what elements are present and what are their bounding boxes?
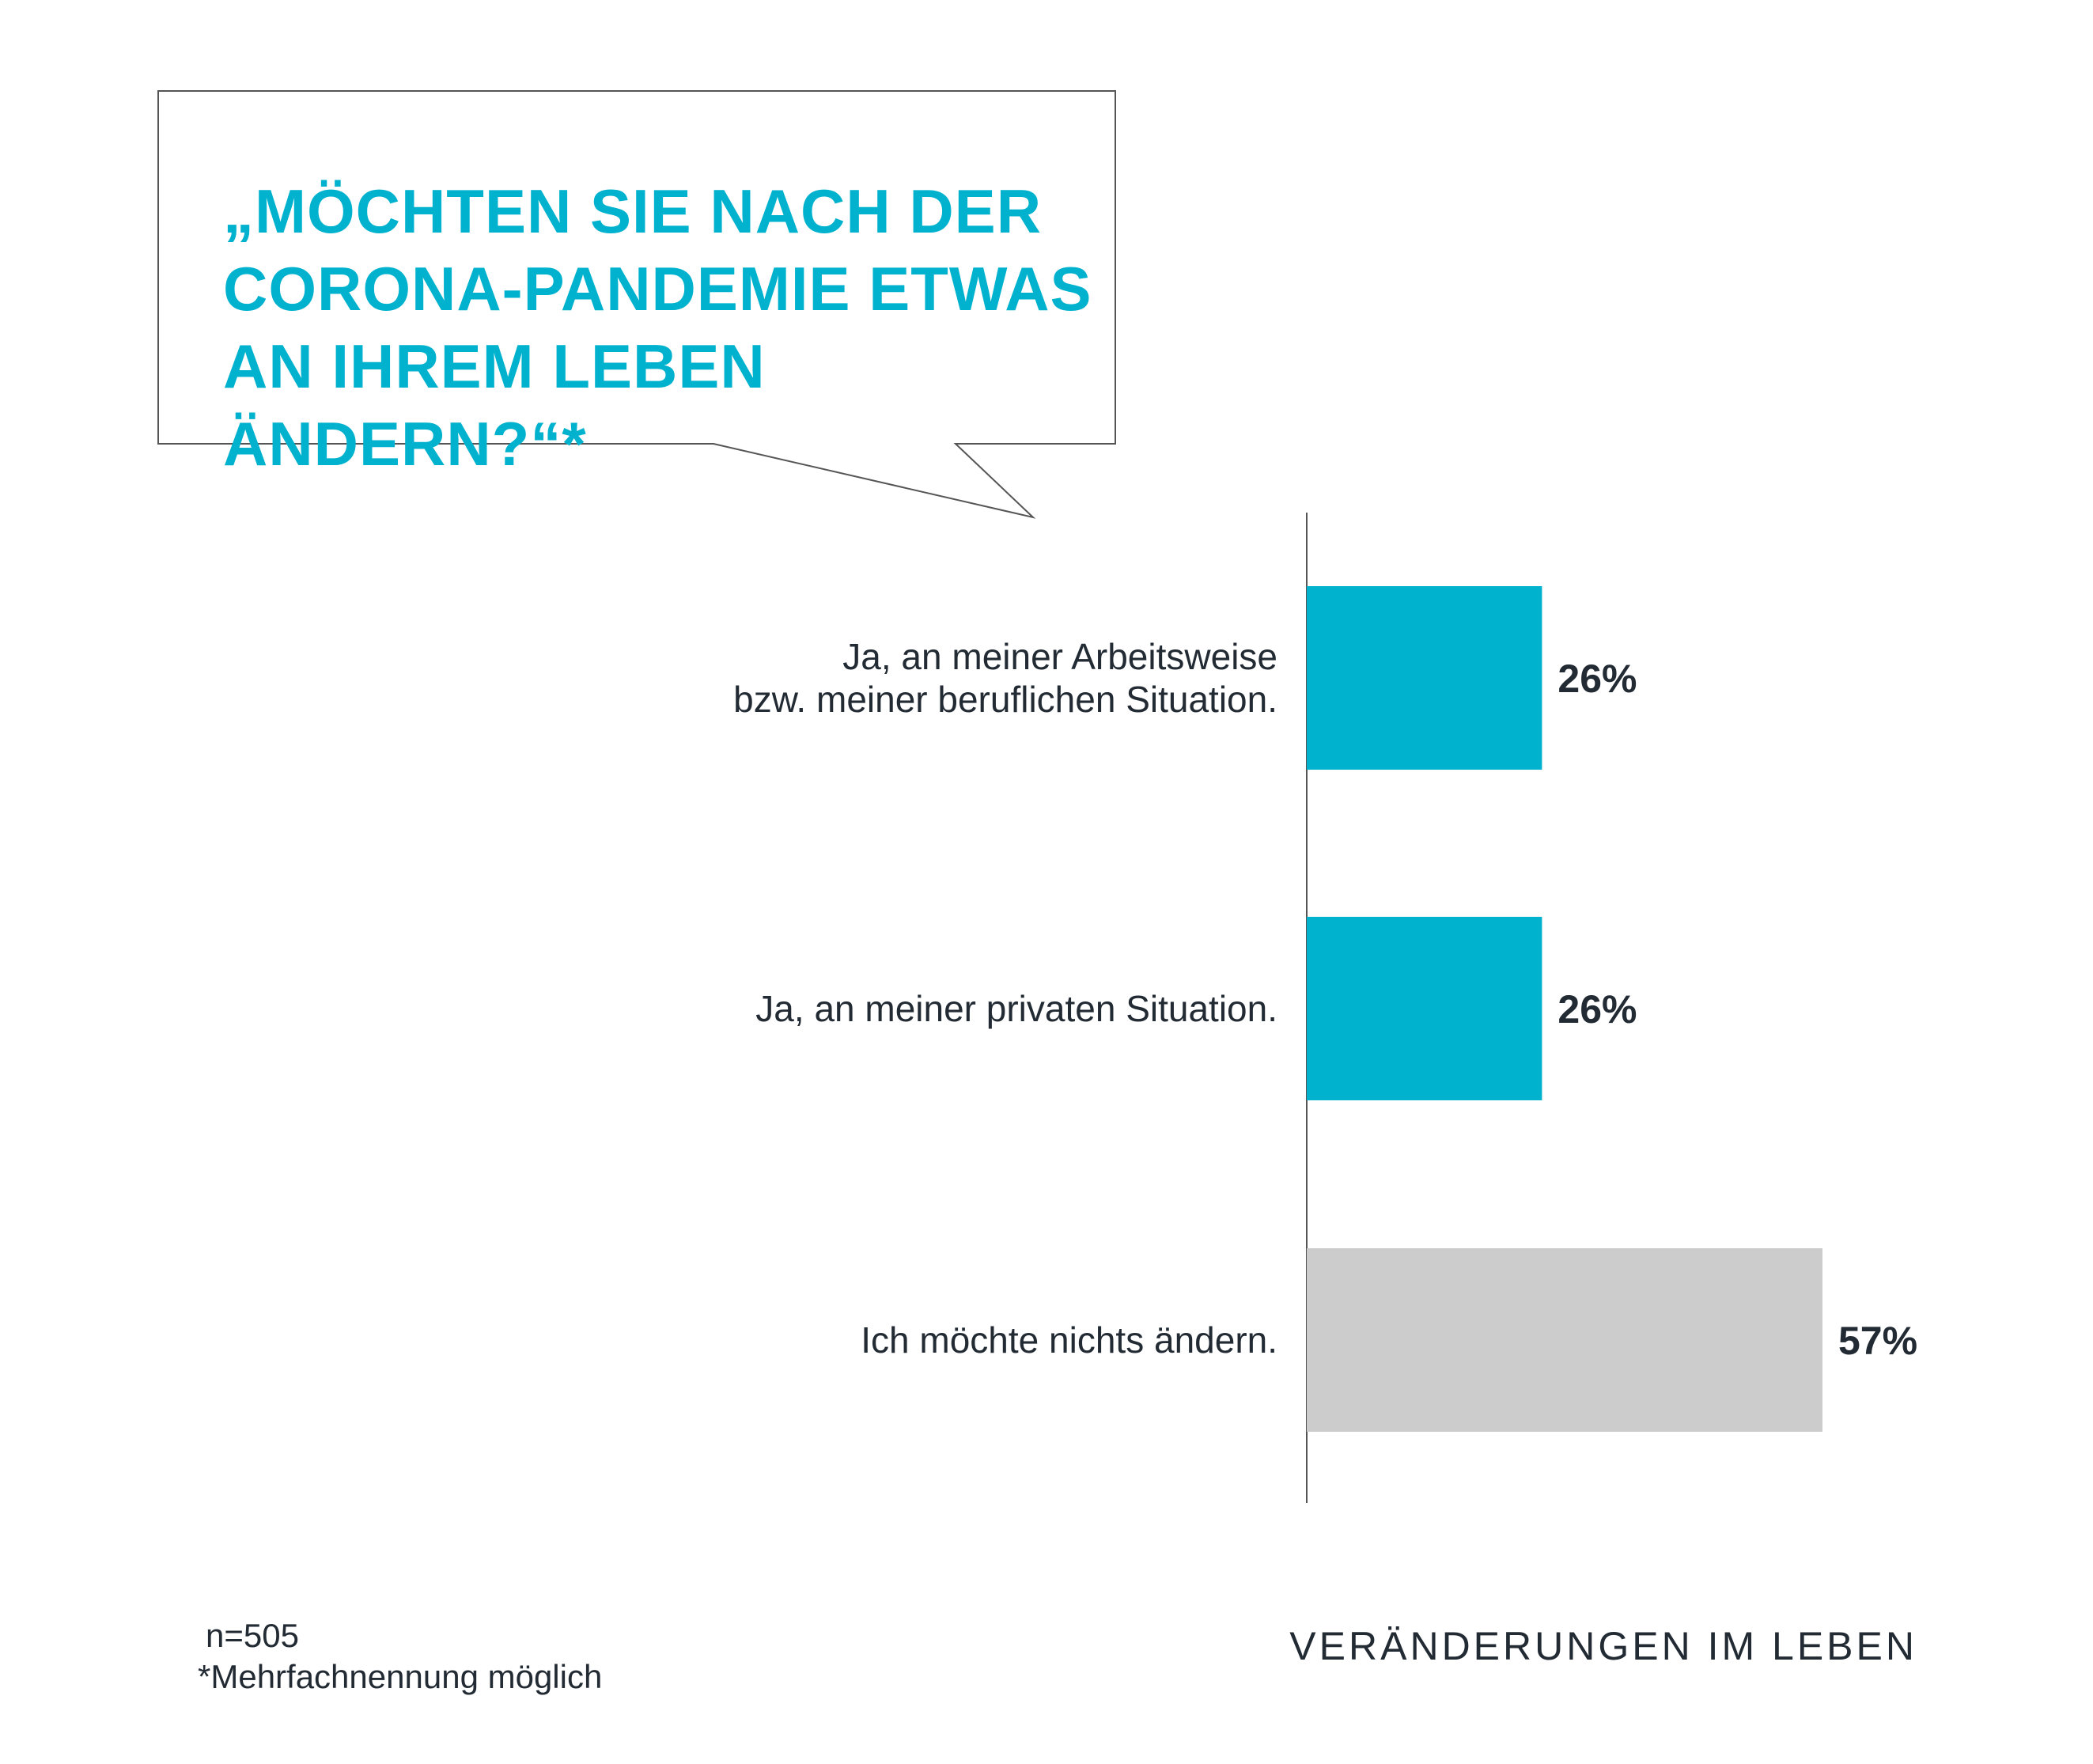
title-line-2: CORONA-PANDEMIE ETWAS	[223, 254, 1092, 324]
bar-3	[1307, 1248, 1822, 1432]
footnote: n=505 *Mehrfachnennung möglich	[198, 1615, 602, 1698]
title-line-1: „MÖCHTEN SIE NACH DER	[223, 176, 1043, 246]
bar-1	[1307, 586, 1542, 770]
category-label-line: Ja, an meiner privaten Situation.	[755, 988, 1277, 1029]
value-label-1: 26%	[1557, 657, 1637, 701]
category-label-1: Ja, an meiner Arbeitsweise bzw. meiner be…	[733, 636, 1277, 720]
category-label-line: bzw. meiner beruflichen Situation.	[733, 679, 1277, 720]
value-label-2: 26%	[1557, 987, 1637, 1032]
category-label-3: Ich möchte nichts ändern.	[861, 1319, 1277, 1361]
speech-bubble-outline	[157, 90, 1116, 519]
category-label-line: Ich möchte nichts ändern.	[861, 1319, 1277, 1361]
category-label-line: Ja, an meiner Arbeitsweise	[842, 636, 1277, 677]
chart-title: „MÖCHTEN SIE NACH DER CORONA-PANDEMIE ET…	[223, 172, 1093, 483]
bar-2	[1307, 917, 1542, 1100]
title-line-3: AN IHREM LEBEN ÄNDERN?“*	[223, 331, 766, 479]
category-label-2: Ja, an meiner privaten Situation.	[755, 988, 1277, 1029]
value-label-3: 57%	[1838, 1319, 1917, 1363]
sample-size: n=505	[206, 1617, 299, 1654]
footnote-note: *Mehrfachnennung möglich	[198, 1658, 603, 1695]
section-title: VERÄNDERUNGEN IM LEBEN	[1289, 1624, 1917, 1668]
